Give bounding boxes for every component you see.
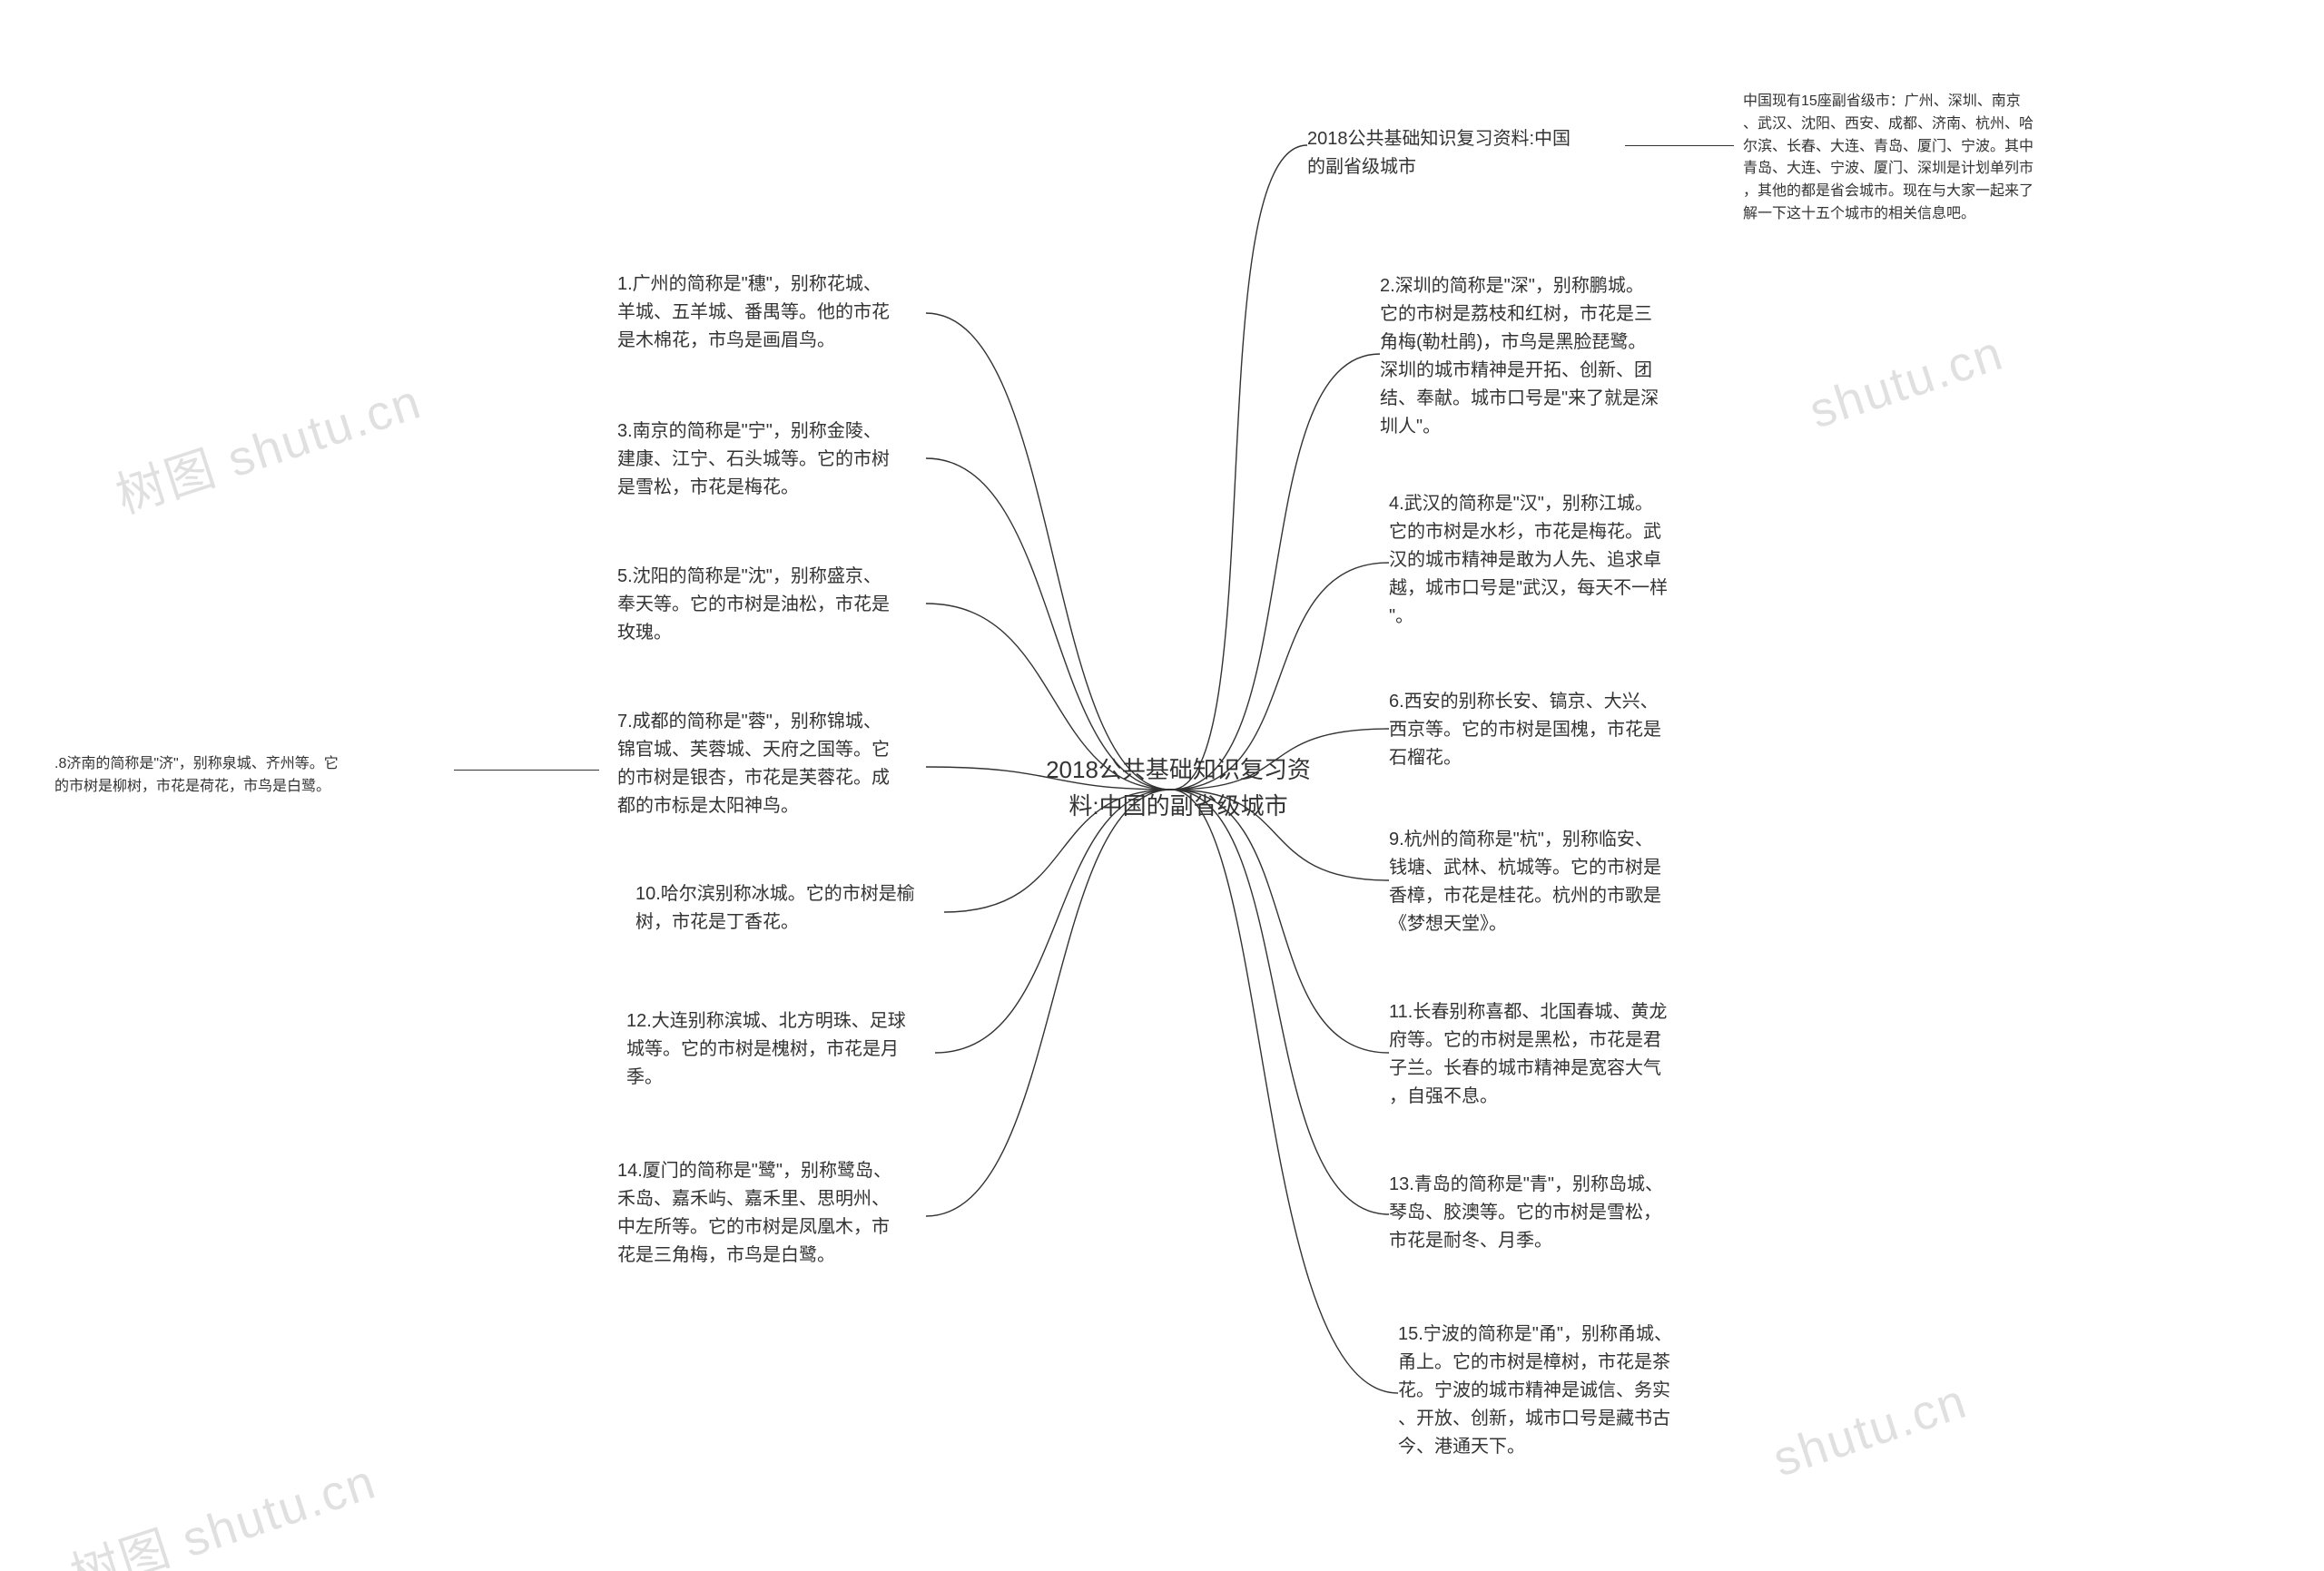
edge	[926, 790, 1171, 1216]
edge	[926, 458, 1171, 790]
left-node-l1: 1.广州的简称是"穗"，别称花城、羊城、五羊城、番禺等。他的市花是木棉花，市鸟是…	[617, 270, 926, 355]
edge	[1171, 790, 1398, 1393]
right-node-r11: 11.长春别称喜都、北国春城、黄龙府等。它的市树是黑松，市花是君子兰。长春的城市…	[1389, 998, 1698, 1111]
edge	[1171, 790, 1389, 1053]
left-node-l5: 5.沈阳的简称是"沈"，别称盛京、奉天等。它的市树是油松，市花是玫瑰。	[617, 563, 926, 647]
right-node-r15: 15.宁波的简称是"甬"，别称甬城、甬上。它的市树是樟树，市花是茶花。宁波的城市…	[1398, 1321, 1707, 1461]
left-node-l10: 10.哈尔滨别称冰城。它的市树是榆树，市花是丁香花。	[635, 880, 944, 937]
connector-dash	[1625, 145, 1734, 146]
right-node-r0b: 中国现有15座副省级市：广州、深圳、南京、武汉、沈阳、西安、成都、济南、杭州、哈…	[1743, 91, 2124, 226]
left-node-l12: 12.大连别称滨城、北方明珠、足球城等。它的市树是槐树，市花是月季。	[626, 1007, 935, 1092]
left-node-l7: 7.成都的简称是"蓉"，别称锦城、锦官城、芙蓉城、天府之国等。它的市树是银杏，市…	[617, 708, 926, 820]
right-node-r0: 2018公共基础知识复习资料:中国的副省级城市	[1307, 125, 1616, 182]
edge	[926, 313, 1171, 790]
left-node-l14: 14.厦门的简称是"鹭"，别称鹭岛、禾岛、嘉禾屿、嘉禾里、思明州、中左所等。它的…	[617, 1157, 926, 1270]
right-node-r2: 2.深圳的简称是"深"，别称鹏城。它的市树是荔枝和红树，市花是三角梅(勒杜鹃)，…	[1380, 272, 1689, 441]
edge	[1171, 790, 1389, 1214]
edge	[1171, 145, 1307, 790]
right-node-r6: 6.西安的别称长安、镐京、大兴、西京等。它的市树是国槐，市花是石榴花。	[1389, 688, 1698, 772]
connector-dash	[454, 770, 599, 771]
right-node-r4: 4.武汉的简称是"汉"，别称江城。它的市树是水杉，市花是梅花。武汉的城市精神是敢…	[1389, 490, 1698, 631]
right-node-r13: 13.青岛的简称是"青"，别称岛城、琴岛、胶澳等。它的市树是雪松，市花是耐冬、月…	[1389, 1171, 1698, 1255]
edge	[935, 790, 1171, 1053]
right-node-r9: 9.杭州的简称是"杭"，别称临安、钱塘、武林、杭城等。它的市树是香樟，市花是桂花…	[1389, 826, 1698, 938]
left-node-l8: .8济南的简称是"济"，别称泉城、齐州等。它的市树是柳树，市花是荷花，市鸟是白鹭…	[54, 753, 436, 799]
left-node-l3: 3.南京的简称是"宁"，别称金陵、建康、江宁、石头城等。它的市树是雪松，市花是梅…	[617, 417, 926, 502]
center-node: 2018公共基础知识复习资料:中国的副省级城市	[1024, 751, 1333, 825]
